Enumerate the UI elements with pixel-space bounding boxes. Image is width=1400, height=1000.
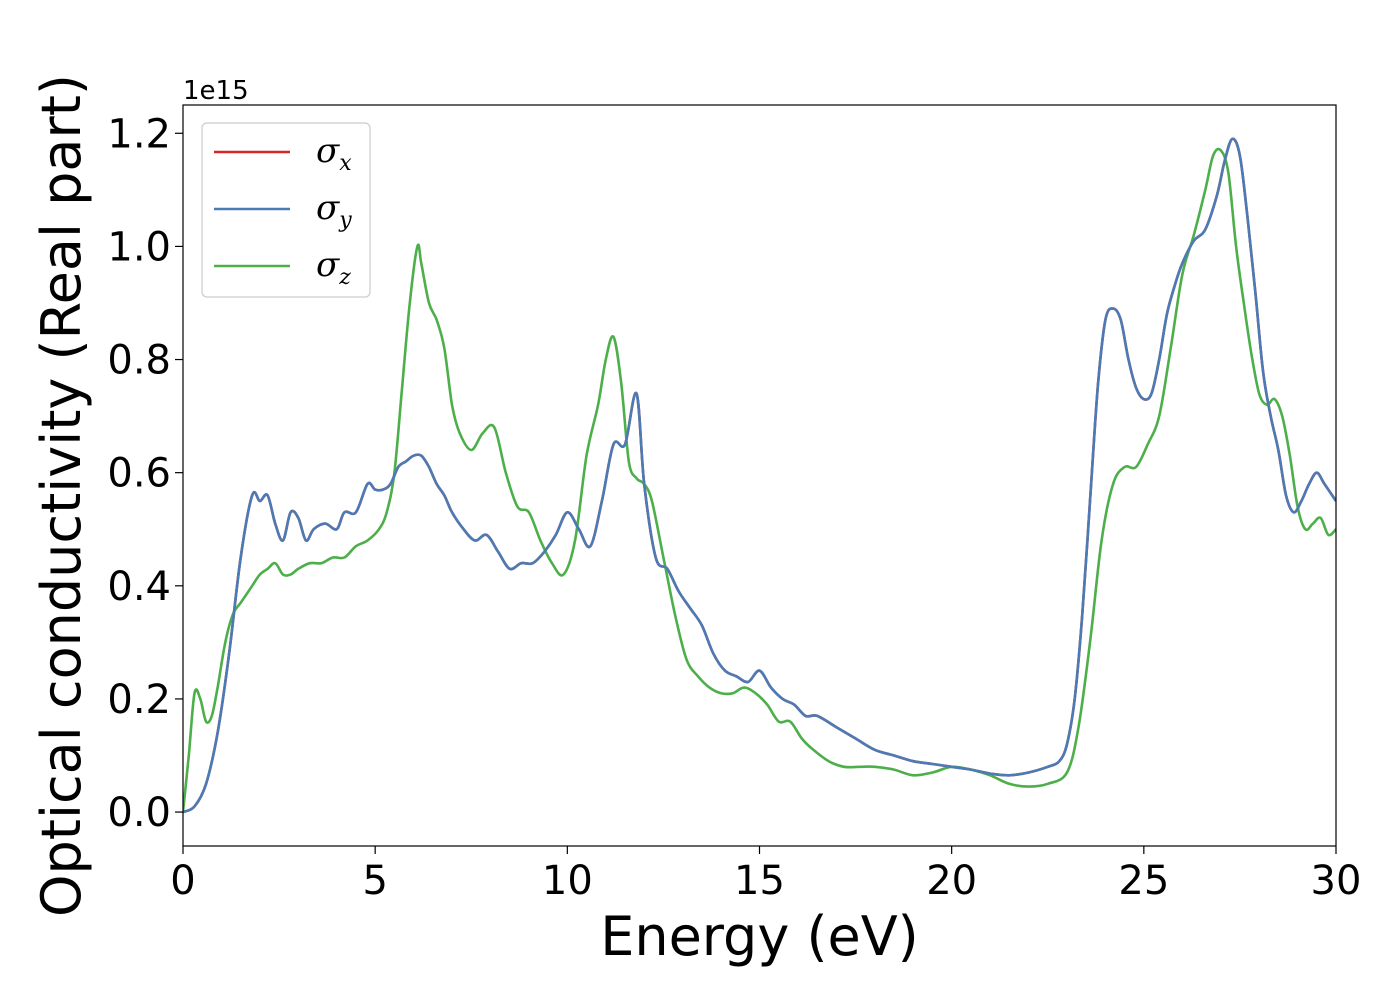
legend: σx σy σz [201,122,371,298]
y-axis-offset-label: 1e15 [183,76,249,106]
y-tick-label: 0.6 [107,451,171,497]
y-axis: 0.0 0.2 0.4 0.6 0.8 1.0 1.2 [107,111,183,836]
x-tick-label: 10 [542,858,593,904]
x-axis: 0 5 10 15 20 25 30 [170,846,1361,904]
y-tick-label: 0.4 [107,564,171,610]
x-tick-label: 20 [926,858,977,904]
y-axis-title: Optical conductivity (Real part) [30,74,93,917]
y-tick-label: 1.0 [107,224,171,270]
x-axis-title: Energy (eV) [600,905,919,968]
legend-label-z: σz [316,245,351,290]
x-tick-label: 25 [1118,858,1169,904]
series-line-y [183,137,1336,814]
y-tick-label: 0.2 [107,677,171,723]
x-tick-label: 30 [1311,858,1362,904]
y-tick-label: 0.0 [107,790,171,836]
x-tick-label: 0 [170,858,195,904]
x-tick-label: 15 [734,858,785,904]
legend-label-y: σy [316,188,352,233]
y-tick-label: 1.2 [107,111,171,157]
y-tick-label: 0.8 [107,338,171,384]
legend-label-x: σx [316,131,352,176]
x-tick-label: 5 [362,858,387,904]
series-layer [183,137,1336,814]
